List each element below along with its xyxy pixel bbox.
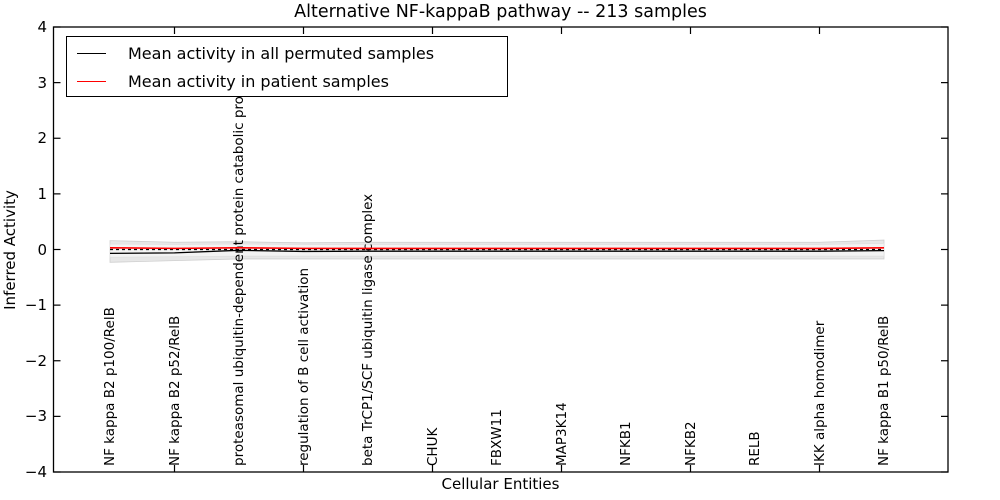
legend: Mean activity in all permuted samples Me… bbox=[66, 36, 508, 97]
y-tick-label: 2 bbox=[37, 129, 47, 148]
permuted-activity-spread-inner bbox=[109, 242, 885, 258]
y-tick-label: 0 bbox=[37, 240, 47, 259]
y-axis-label: Inferred Activity bbox=[1, 190, 19, 310]
legend-entry-patient: Mean activity in patient samples bbox=[67, 67, 507, 95]
y-tick-label: −4 bbox=[24, 463, 47, 481]
y-tick-label: −1 bbox=[24, 296, 47, 315]
x-axis-label: Cellular Entities bbox=[441, 475, 560, 493]
legend-line-sample-permuted bbox=[77, 52, 106, 54]
y-tick-label: 3 bbox=[37, 73, 47, 92]
series-line-permuted bbox=[109, 249, 885, 255]
series-line-patient bbox=[109, 247, 885, 250]
legend-entry-permuted: Mean activity in all permuted samples bbox=[67, 39, 507, 67]
y-tick-label: −3 bbox=[24, 407, 47, 426]
y-tick-label: 1 bbox=[37, 184, 47, 203]
y-tick-label: 4 bbox=[37, 18, 47, 36]
legend-line-sample-patient bbox=[77, 80, 106, 82]
legend-label-patient: Mean activity in patient samples bbox=[128, 71, 389, 91]
chart-title: Alternative NF-kappaB pathway -- 213 sam… bbox=[294, 2, 707, 22]
legend-label-permuted: Mean activity in all permuted samples bbox=[128, 43, 435, 63]
y-tick-label: −2 bbox=[24, 351, 47, 370]
